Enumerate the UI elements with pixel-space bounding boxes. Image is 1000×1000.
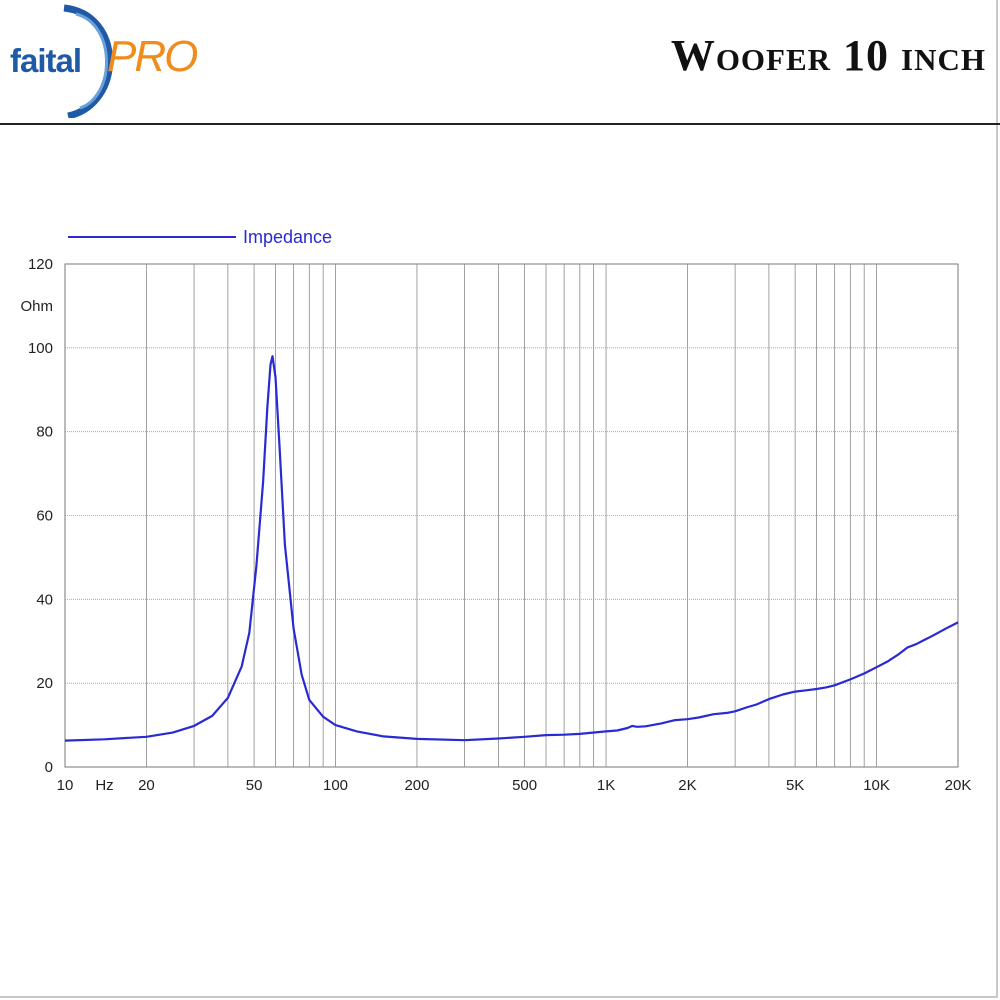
x-tick-label: 20K <box>945 777 972 794</box>
x-tick-label: 100 <box>323 777 348 794</box>
y-tick-label: 40 <box>36 591 53 608</box>
x-tick-label: 500 <box>512 777 537 794</box>
legend-label-impedance: Impedance <box>243 227 332 247</box>
y-axis-label: Ohm <box>20 298 53 315</box>
y-tick-label: 80 <box>36 424 53 441</box>
logo-arc-graphic <box>63 4 113 120</box>
y-tick-label: 20 <box>36 675 53 692</box>
x-axis-label: Hz <box>95 777 113 794</box>
y-tick-label: 120 <box>28 256 53 273</box>
x-tick-label: 10 <box>57 777 74 794</box>
page-title: Woofer 10 inch <box>670 31 986 80</box>
header-bar: faital PRO Woofer 10 inch <box>0 0 1000 125</box>
x-tick-label: 50 <box>246 777 263 794</box>
x-tick-label: 1K <box>597 777 615 794</box>
x-tick-label: 200 <box>404 777 429 794</box>
x-tick-label: 5K <box>786 777 804 794</box>
x-tick-label: 2K <box>678 777 696 794</box>
impedance-chart: 0 20 40 60 80 100 120 Ohm 10 20 50 100 200 500 1K 2K 5K 1… <box>20 227 972 794</box>
x-tick-label: 20 <box>138 777 155 794</box>
y-tick-label: 0 <box>45 759 53 776</box>
y-tick-label: 60 <box>36 508 53 525</box>
x-tick-label: 10K <box>863 777 890 794</box>
logo-faital-text: faital <box>10 42 82 79</box>
faitalpro-logo: faital PRO <box>4 4 204 120</box>
logo-pro-text: PRO <box>107 32 198 81</box>
impedance-series-line <box>64 355 959 742</box>
y-tick-label: 100 <box>28 340 53 357</box>
